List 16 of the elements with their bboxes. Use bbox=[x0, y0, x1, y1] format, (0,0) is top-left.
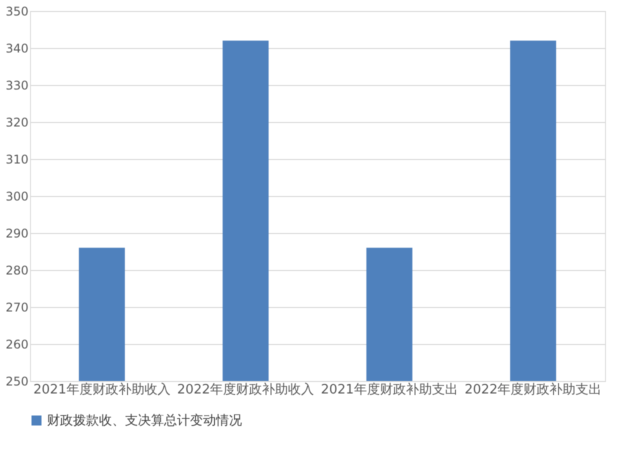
y-tick-label: 330 bbox=[6, 78, 28, 92]
y-tick-label: 310 bbox=[6, 152, 28, 166]
y-tick-label: 340 bbox=[6, 42, 28, 56]
y-tick-label: 280 bbox=[6, 264, 28, 278]
y-tick-label: 290 bbox=[6, 226, 28, 240]
x-tick-label: 2022年度财政补助收入 bbox=[177, 382, 314, 398]
y-tick-label: 260 bbox=[6, 338, 28, 352]
y-tick-label: 250 bbox=[6, 374, 28, 388]
x-tick-label: 2021年度财政补助支出 bbox=[320, 382, 458, 398]
legend-label: 财政拨款收、支决算总计变动情况 bbox=[47, 414, 242, 428]
y-tick-label: 320 bbox=[6, 116, 28, 130]
y-tick-label: 270 bbox=[6, 300, 28, 314]
x-tick-label: 2022年度财政补助支出 bbox=[464, 382, 602, 398]
y-tick-label: 300 bbox=[6, 190, 28, 204]
y-tick-label: 350 bbox=[6, 4, 28, 18]
x-tick-label: 2021年度财政补助收入 bbox=[33, 382, 170, 398]
